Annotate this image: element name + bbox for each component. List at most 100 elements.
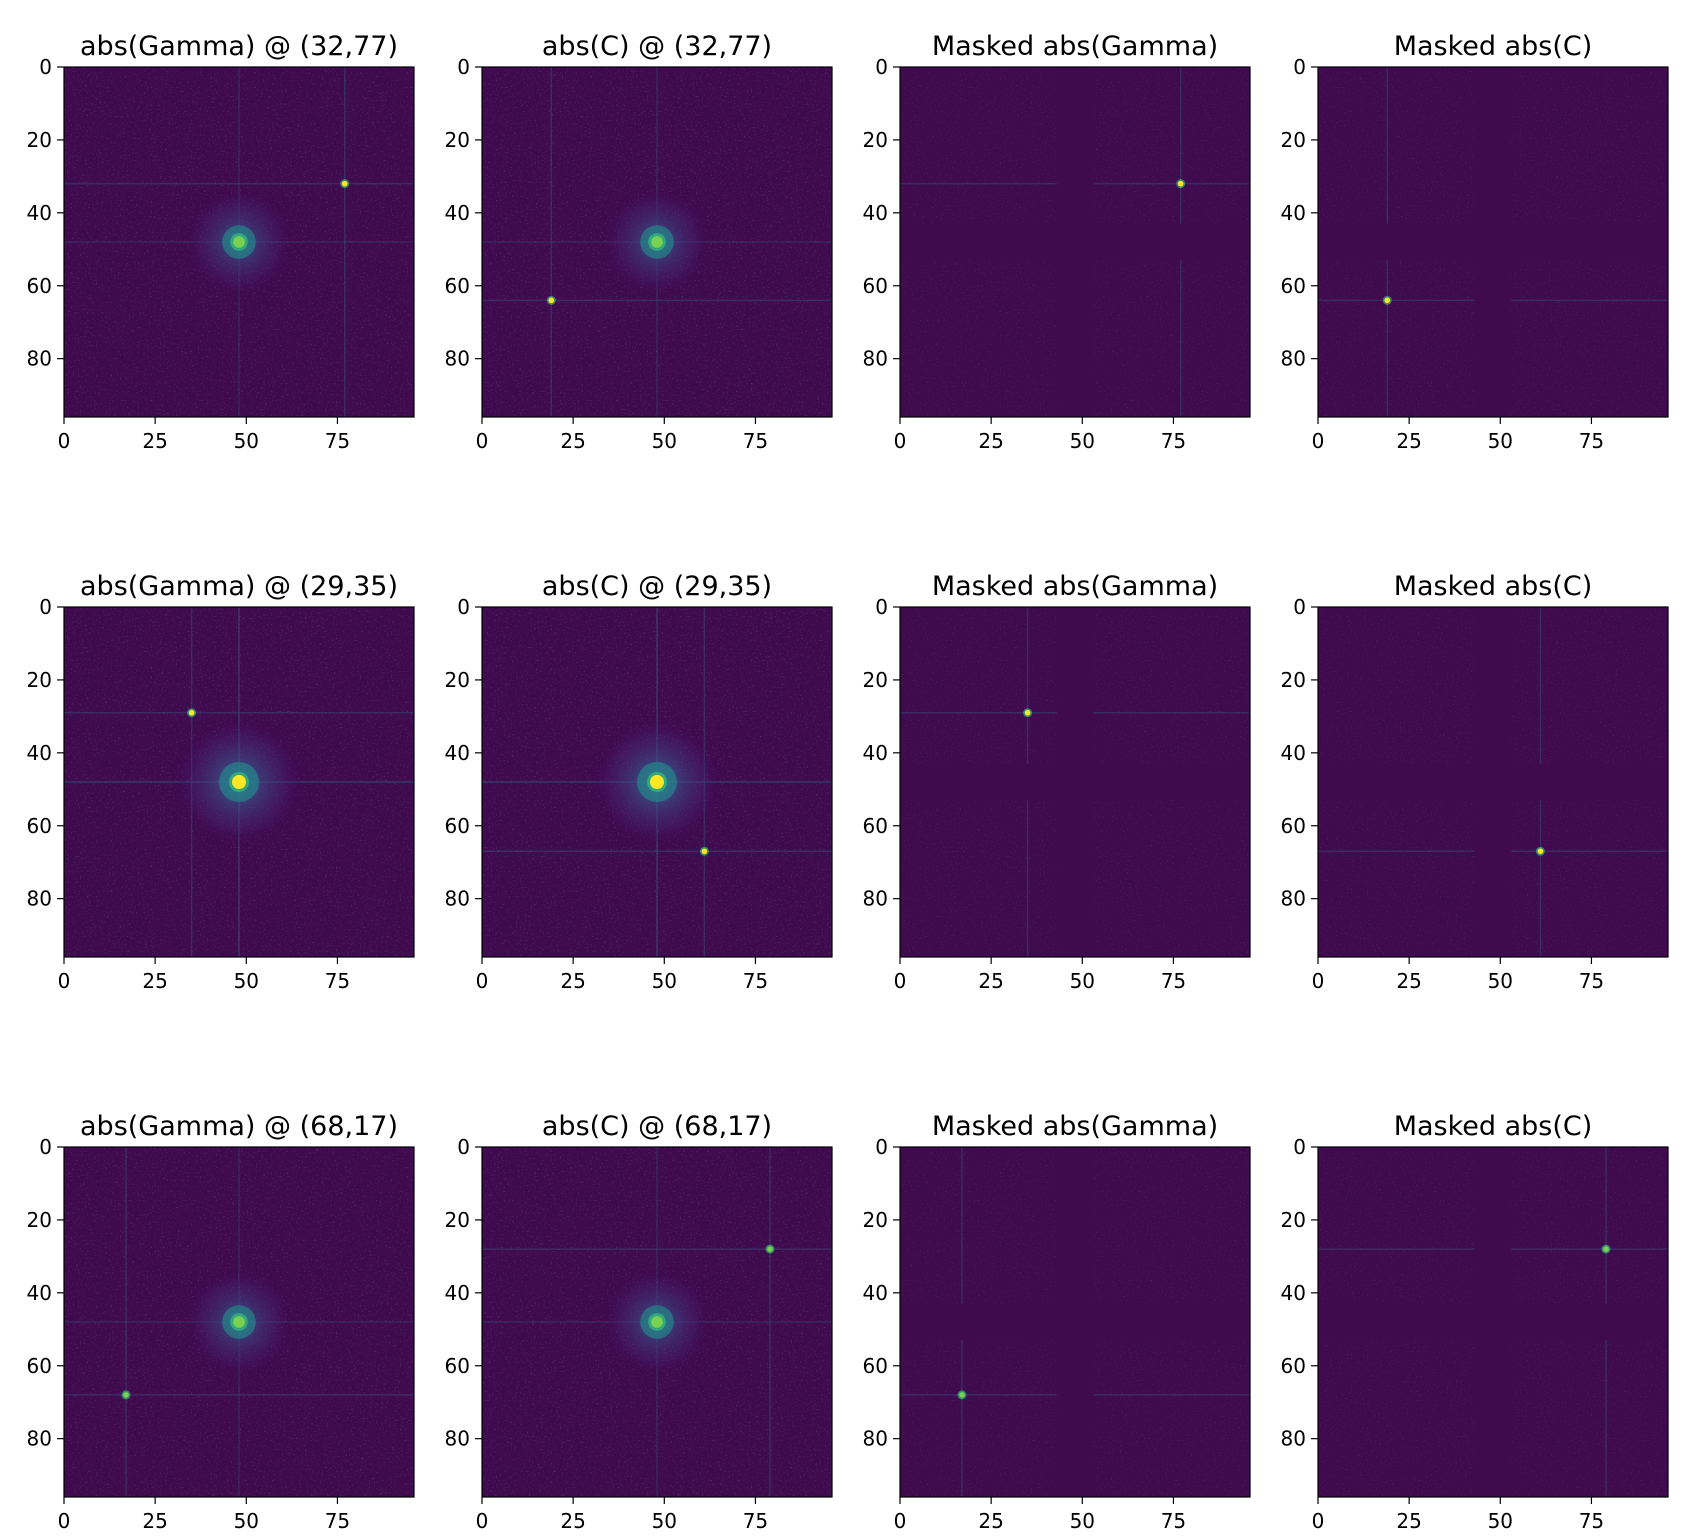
y-tick-label: 20 xyxy=(445,128,470,152)
y-tick-label: 80 xyxy=(445,887,470,911)
x-tick-label: 25 xyxy=(1396,429,1421,453)
x-tick-label: 0 xyxy=(1312,1509,1325,1533)
center-peak xyxy=(651,1316,663,1328)
x-tick-label: 75 xyxy=(743,969,768,993)
axes-frame xyxy=(899,606,1251,958)
mask-band-horizontal xyxy=(1318,763,1668,801)
y-tick-label: 40 xyxy=(27,201,52,225)
y-tick-label: 60 xyxy=(445,814,470,838)
x-tick-label: 75 xyxy=(1579,429,1604,453)
y-tick-label: 0 xyxy=(1293,55,1306,79)
axes-frame xyxy=(1317,1146,1669,1498)
center-peak xyxy=(233,1316,245,1328)
x-tick-label: 0 xyxy=(58,969,71,993)
y-tick-label: 80 xyxy=(27,1427,52,1451)
panel-title: Masked abs(Gamma) xyxy=(932,571,1218,602)
axes-frame xyxy=(481,1146,833,1498)
peak-point xyxy=(1603,1246,1609,1252)
panel-3: Masked abs(C) 0 25 50 75 0 20 40 60 80 xyxy=(1281,31,1669,453)
x-tick-label: 50 xyxy=(1488,429,1513,453)
x-tick-label: 75 xyxy=(743,1509,768,1533)
panel-7: Masked abs(C) 0 25 50 75 0 20 40 60 80 xyxy=(1281,571,1669,993)
x-tick-label: 50 xyxy=(1488,969,1513,993)
x-tick-label: 25 xyxy=(560,1509,585,1533)
peak-point xyxy=(1537,848,1544,855)
x-tick-label: 75 xyxy=(1579,1509,1604,1533)
x-tick-label: 75 xyxy=(1161,429,1186,453)
y-tick-label: 60 xyxy=(445,1354,470,1378)
y-tick-label: 80 xyxy=(1281,887,1306,911)
x-tick-label: 25 xyxy=(560,969,585,993)
peak-point xyxy=(1024,709,1031,716)
panel-title: abs(C) @ (29,35) xyxy=(542,571,772,602)
axes-frame xyxy=(1317,66,1669,418)
mask-band-horizontal xyxy=(900,763,1250,801)
x-tick-label: 50 xyxy=(652,1509,677,1533)
panel-grid: abs(Gamma) @ (32,77)0 25 50 75020406080abs(… xyxy=(27,31,1669,1533)
x-tick-label: 50 xyxy=(652,969,677,993)
axes-frame xyxy=(63,606,415,958)
x-tick-label: 25 xyxy=(978,1509,1003,1533)
y-tick-label: 20 xyxy=(445,668,470,692)
x-tick-label: 25 xyxy=(142,969,167,993)
peak-point xyxy=(1384,297,1391,304)
panel-2: Masked abs(Gamma) 0 25 50 75 0 20 40 60 80 xyxy=(863,31,1251,453)
x-tick-label: 50 xyxy=(234,1509,259,1533)
mask-band-horizontal xyxy=(900,223,1250,261)
y-tick-label: 60 xyxy=(1281,274,1306,298)
y-tick-label: 40 xyxy=(1281,201,1306,225)
x-tick-label: 25 xyxy=(978,969,1003,993)
center-peak xyxy=(233,236,245,248)
panel-title: abs(C) @ (68,17) xyxy=(542,1111,772,1142)
x-tick-label: 0 xyxy=(476,969,489,993)
mask-band-horizontal xyxy=(1318,223,1668,261)
y-tick-label: 80 xyxy=(445,1427,470,1451)
panel-4: abs(Gamma) @ (29,35) 0 25 50 75 0 20 40 60 80 xyxy=(27,571,415,993)
x-tick-label: 25 xyxy=(560,429,585,453)
y-tick-label: 60 xyxy=(1281,1354,1306,1378)
x-tick-label: 75 xyxy=(325,969,350,993)
y-tick-label: 20 xyxy=(1281,128,1306,152)
panel-title: Masked abs(Gamma) xyxy=(932,31,1218,62)
panel-title: Masked abs(C) xyxy=(1394,31,1593,62)
x-tick-label: 0 xyxy=(58,429,71,453)
y-tick-label: 60 xyxy=(863,814,888,838)
y-tick-label: 40 xyxy=(445,741,470,765)
y-tick-label: 0 xyxy=(457,55,470,79)
x-tick-label: 50 xyxy=(234,429,259,453)
y-tick-label: 40 xyxy=(863,1281,888,1305)
center-peak xyxy=(651,236,663,248)
x-tick-label: 0 xyxy=(894,429,907,453)
y-tick-label: 40 xyxy=(27,741,52,765)
y-tick-label: 0 xyxy=(39,1135,52,1159)
panel-11: Masked abs(C) 0 25 50 75 0 20 40 60 80 xyxy=(1281,1111,1669,1533)
panel-title: Masked abs(C) xyxy=(1394,1111,1593,1142)
axes-frame xyxy=(63,1146,415,1498)
y-tick-label: 40 xyxy=(1281,1281,1306,1305)
y-tick-label: 0 xyxy=(457,1135,470,1159)
x-tick-label: 25 xyxy=(1396,1509,1421,1533)
y-tick-label: 80 xyxy=(445,347,470,371)
y-tick-label: 60 xyxy=(445,274,470,298)
x-tick-label: 50 xyxy=(652,429,677,453)
panel-6: Masked abs(Gamma) 0 25 50 75 0 20 40 60 80 xyxy=(863,571,1251,993)
x-tick-label: 0 xyxy=(58,1509,71,1533)
peak-point xyxy=(548,297,555,304)
x-tick-label: 75 xyxy=(1161,1509,1186,1533)
panel-0: abs(Gamma) @ (32,77) 0 25 50 75 0 20 40 60 80 xyxy=(27,31,415,453)
panel-title: Masked abs(Gamma) xyxy=(932,1111,1218,1142)
x-tick-label: 0 xyxy=(476,429,489,453)
y-tick-label: 0 xyxy=(875,595,888,619)
y-tick-label: 80 xyxy=(1281,1427,1306,1451)
panel-title: abs(Gamma) @ (29,35) xyxy=(80,571,398,602)
y-tick-label: 20 xyxy=(27,1208,52,1232)
panel-title: abs(Gamma) @ (68,17) xyxy=(80,1111,398,1142)
y-tick-label: 20 xyxy=(1281,1208,1306,1232)
y-tick-label: 20 xyxy=(1281,668,1306,692)
y-tick-label: 20 xyxy=(27,128,52,152)
y-tick-label: 60 xyxy=(863,1354,888,1378)
x-tick-label: 25 xyxy=(978,429,1003,453)
axes-frame xyxy=(899,1146,1251,1498)
peak-point xyxy=(767,1246,773,1252)
